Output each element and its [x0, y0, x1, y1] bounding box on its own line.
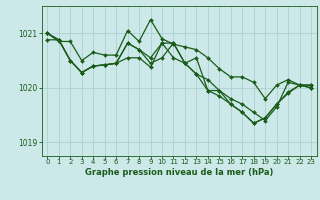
X-axis label: Graphe pression niveau de la mer (hPa): Graphe pression niveau de la mer (hPa) — [85, 168, 273, 177]
